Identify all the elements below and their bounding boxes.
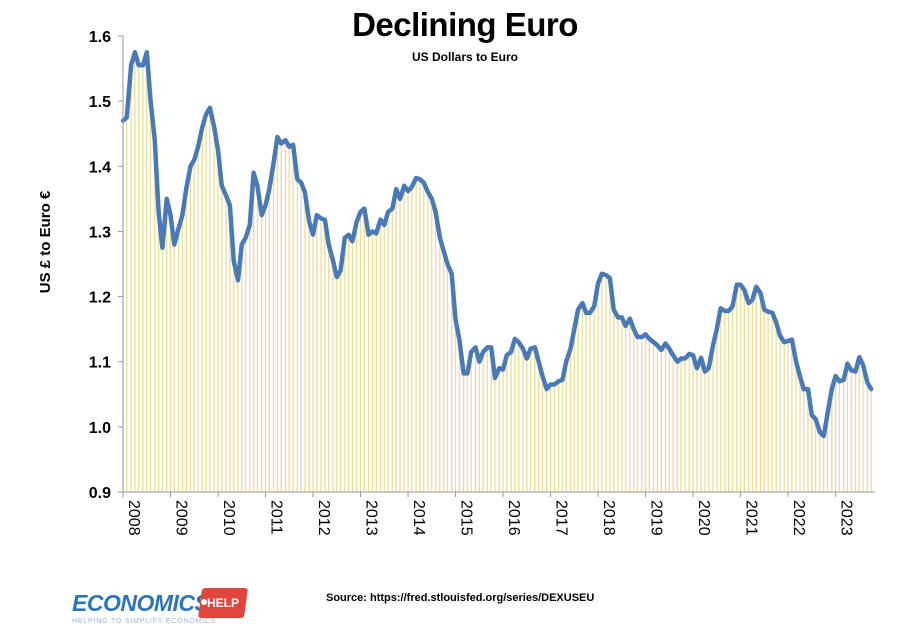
logo-badge-text: HELP: [207, 596, 240, 610]
x-tick-label: 2019: [648, 500, 665, 536]
chart-subtitle: US Dollars to Euro: [411, 50, 518, 64]
x-tick-label: 2014: [410, 500, 427, 536]
x-tick-label: 2022: [790, 500, 807, 536]
x-tick-label: 2013: [363, 500, 380, 536]
x-axis-ticks: 2008 2009 2010 2011 2012 2013 2014 2015 2016 2017…: [122, 492, 855, 536]
y-tick-label: 1.6: [89, 29, 111, 46]
area-fill-layer: [122, 52, 872, 492]
y-tick-label: 1.1: [89, 355, 111, 372]
y-tick-label: 1.2: [89, 290, 111, 307]
x-tick-label: 2018: [600, 500, 617, 536]
x-tick-label: 2009: [173, 500, 190, 536]
source-note: Source: https://fred.stlouisfed.org/seri…: [326, 592, 595, 604]
y-tick-label: 1.5: [89, 94, 111, 111]
x-tick-label: 2016: [505, 500, 522, 536]
y-tick-label: 0.9: [89, 485, 111, 502]
chart-title: Declining Euro: [352, 6, 578, 43]
x-tick-label: 2010: [220, 500, 237, 536]
logo-tagline: HELPING TO SIMPLIFY ECONOMICS: [72, 618, 217, 625]
y-tick-label: 1.0: [89, 420, 111, 437]
x-tick-label: 2015: [458, 500, 475, 536]
economics-help-logo: ECONOMICS HELP HELPING TO SIMPLIFY ECONO…: [72, 588, 252, 628]
x-tick-label: 2023: [838, 500, 855, 536]
x-tick-label: 2008: [125, 500, 142, 536]
y-tick-label: 1.4: [89, 159, 111, 176]
x-tick-label: 2017: [553, 500, 570, 536]
x-tick-label: 2012: [315, 500, 332, 536]
x-tick-label: 2011: [268, 500, 285, 535]
logo-word: ECONOMICS: [72, 590, 210, 616]
series-line: [120, 50, 874, 439]
y-tick-label: 1.3: [89, 224, 111, 241]
x-tick-label: 2020: [695, 500, 712, 536]
y-axis-ticks: 0.9 1.0 1.1 1.2 1.3 1.4 1.5 1.6: [89, 29, 123, 502]
logo-dot-icon: [201, 599, 207, 605]
x-tick-label: 2021: [743, 500, 760, 536]
y-axis-label: US £ to Euro €: [37, 190, 54, 293]
